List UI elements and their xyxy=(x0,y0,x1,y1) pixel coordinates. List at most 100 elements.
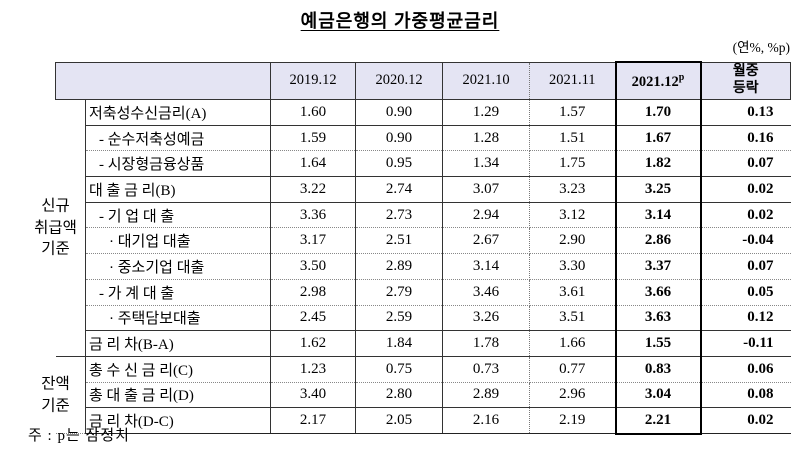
value-cell: 0.07 xyxy=(700,150,791,178)
corner-cell xyxy=(55,61,271,100)
row-label: 대 출 금 리(B) xyxy=(85,176,271,203)
row-label: - 시장형금융상품 xyxy=(85,150,271,178)
value-cell: 2.59 xyxy=(355,305,443,332)
row-label: 금 리 차(B-A) xyxy=(85,330,271,357)
row-group-label: 신규 취급액 기준 xyxy=(34,197,77,258)
value-cell: 3.30 xyxy=(529,253,616,280)
value-cell: 2.67 xyxy=(442,227,530,255)
row-group-new-transactions: 신규 취급액 기준 xyxy=(34,99,86,357)
value-cell: 3.04 xyxy=(614,382,702,409)
value-cell: 1.59 xyxy=(270,125,356,152)
value-cell: 2.21 xyxy=(614,407,702,435)
value-cell: 3.51 xyxy=(529,305,616,332)
value-cell: 0.90 xyxy=(355,125,443,152)
row-label: · 중소기업 대출 xyxy=(85,253,271,280)
value-cell: 0.02 xyxy=(700,407,791,435)
value-cell: 2.89 xyxy=(355,253,443,280)
value-cell: 2.96 xyxy=(529,382,616,409)
table-row: 총 대 출 금 리(D) 3.40 2.80 2.89 2.96 3.04 0.… xyxy=(56,382,791,409)
table-row: 금 리 차(D-C) 2.17 2.05 2.16 2.19 2.21 0.02 xyxy=(56,407,791,435)
value-cell: 1.75 xyxy=(529,150,616,178)
col-header-monthly-change: 월중 등락 xyxy=(700,61,791,100)
value-cell: 0.02 xyxy=(700,176,791,203)
rates-table-wrap: 2019.12 2020.12 2021.10 2021.11 2021.12p… xyxy=(34,61,791,435)
row-label: - 기 업 대 출 xyxy=(85,202,271,229)
value-cell: 0.77 xyxy=(529,356,616,383)
value-cell: 3.14 xyxy=(442,253,530,280)
value-cell: 2.73 xyxy=(355,202,443,229)
value-cell: 1.70 xyxy=(614,99,702,126)
footnote: 주 : p는 잠정치 xyxy=(28,428,130,444)
value-cell: 2.98 xyxy=(270,279,356,306)
value-cell: 2.51 xyxy=(355,227,443,255)
row-label: 금 리 차(D-C) xyxy=(85,407,271,435)
table-row: · 주택담보대출 2.45 2.59 3.26 3.51 3.63 0.12 xyxy=(56,305,791,332)
value-cell: 1.78 xyxy=(442,330,530,357)
table-row: - 시장형금융상품 1.64 0.95 1.34 1.75 1.82 0.07 xyxy=(56,150,791,178)
row-label: · 대기업 대출 xyxy=(85,227,271,255)
value-cell: 3.40 xyxy=(270,382,356,409)
value-cell: 0.12 xyxy=(700,305,791,332)
value-cell: 2.17 xyxy=(270,407,356,435)
value-cell: 1.84 xyxy=(355,330,443,357)
value-cell: 1.23 xyxy=(270,356,356,383)
value-cell: 0.95 xyxy=(355,150,443,178)
row-label: · 주택담보대출 xyxy=(85,305,271,332)
value-cell: 0.08 xyxy=(700,382,791,409)
value-cell: 3.66 xyxy=(614,279,702,306)
value-cell: 1.55 xyxy=(614,330,702,357)
row-label: 총 수 신 금 리(C) xyxy=(85,356,271,383)
col-header-2021-11: 2021.11 xyxy=(529,61,616,100)
row-group-label: 잔액 기준 xyxy=(41,375,70,415)
value-cell: 2.90 xyxy=(529,227,616,255)
table-row: 대 출 금 리(B) 3.22 2.74 3.07 3.23 3.25 0.02 xyxy=(56,176,791,203)
value-cell: 3.17 xyxy=(270,227,356,255)
unit-note: (연%, %p) xyxy=(732,40,790,55)
value-cell: 1.51 xyxy=(529,125,616,152)
value-cell: 2.80 xyxy=(355,382,443,409)
value-cell: -0.04 xyxy=(700,227,791,255)
value-cell: 1.29 xyxy=(442,99,530,126)
value-cell: 3.63 xyxy=(614,305,702,332)
col-header-2021-12p: 2021.12p xyxy=(614,61,702,100)
value-cell: 3.36 xyxy=(270,202,356,229)
row-label: - 순수저축성예금 xyxy=(85,125,271,152)
row-label: 총 대 출 금 리(D) xyxy=(85,382,271,409)
row-label: 저축성수신금리(A) xyxy=(85,99,271,126)
value-cell: 3.12 xyxy=(529,202,616,229)
value-cell: 2.79 xyxy=(355,279,443,306)
value-cell: 2.45 xyxy=(270,305,356,332)
value-cell: 2.74 xyxy=(355,176,443,203)
value-cell: 0.07 xyxy=(700,253,791,280)
col-header-2020-12: 2020.12 xyxy=(355,61,443,100)
value-cell: 1.57 xyxy=(529,99,616,126)
value-cell: 0.90 xyxy=(355,99,443,126)
value-cell: 2.16 xyxy=(442,407,530,435)
value-cell: 3.25 xyxy=(614,176,702,203)
value-cell: 1.67 xyxy=(614,125,702,152)
table-row: 금 리 차(B-A) 1.62 1.84 1.78 1.66 1.55 -0.1… xyxy=(56,330,791,357)
page-title: 예금은행의 가중평균금리 xyxy=(300,11,500,31)
table-row: - 기 업 대 출 3.36 2.73 2.94 3.12 3.14 0.02 xyxy=(56,202,791,229)
value-cell: 1.64 xyxy=(270,150,356,178)
value-cell: 0.73 xyxy=(442,356,530,383)
value-cell: 1.60 xyxy=(270,99,356,126)
value-cell: 3.22 xyxy=(270,176,356,203)
value-cell: 0.75 xyxy=(355,356,443,383)
value-cell: 1.66 xyxy=(529,330,616,357)
value-cell: 0.83 xyxy=(614,356,702,383)
value-cell: 1.34 xyxy=(442,150,530,178)
value-cell: 2.05 xyxy=(355,407,443,435)
value-cell: 1.28 xyxy=(442,125,530,152)
col-header-2019-12: 2019.12 xyxy=(270,61,356,100)
value-cell: 3.37 xyxy=(614,253,702,280)
table-row: 잔액 기준 총 수 신 금 리(C) 1.23 0.75 0.73 0.77 0… xyxy=(41,356,791,435)
col-header-2021-10: 2021.10 xyxy=(442,61,530,100)
value-cell: 0.13 xyxy=(700,99,791,126)
value-cell: 2.94 xyxy=(442,202,530,229)
table-row: 신규 취급액 기준 저축성수신금리(A) 1.60 0.90 1.29 1.57… xyxy=(34,99,791,357)
row-group-balance: 잔액 기준 xyxy=(41,356,86,435)
value-cell: 3.50 xyxy=(270,253,356,280)
table-row: · 대기업 대출 3.17 2.51 2.67 2.90 2.86 -0.04 xyxy=(56,227,791,255)
